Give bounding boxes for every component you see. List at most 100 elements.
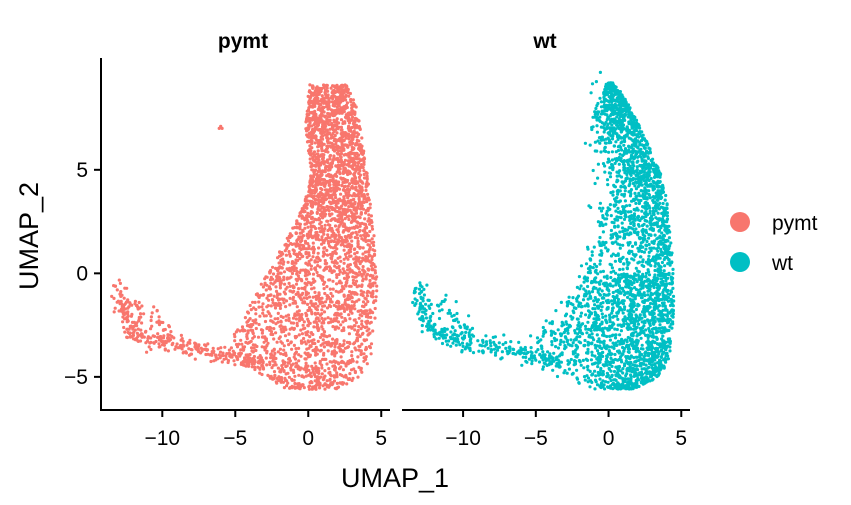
cell-point-pymt — [360, 319, 364, 323]
cell-point-pymt — [304, 293, 308, 297]
cell-point-pymt — [335, 338, 339, 342]
cell-point-pymt — [350, 136, 355, 141]
cell-point-pymt — [347, 217, 351, 222]
cell-point-pymt — [318, 359, 322, 363]
cell-point-wt — [666, 239, 670, 243]
cell-point-pymt — [345, 169, 349, 173]
cell-point-pymt — [294, 317, 298, 321]
cell-point-pymt — [287, 319, 291, 323]
cell-point-pymt — [334, 387, 338, 391]
cell-point-pymt — [320, 224, 324, 228]
cell-point-wt — [621, 229, 625, 234]
cell-point-wt — [647, 178, 651, 183]
cell-point-pymt — [359, 366, 363, 370]
cell-point-pymt — [320, 312, 324, 316]
cell-point-pymt — [227, 348, 231, 352]
cell-point-pymt — [120, 304, 124, 308]
cell-point-pymt — [304, 247, 308, 251]
cell-point-wt — [646, 156, 651, 160]
cell-point-pymt — [291, 362, 295, 366]
cell-point-pymt — [266, 310, 270, 314]
cell-point-pymt — [354, 321, 358, 325]
cell-point-pymt — [363, 195, 367, 199]
cell-point-wt — [600, 109, 604, 113]
cell-point-pymt — [339, 192, 343, 196]
cell-point-pymt — [317, 291, 321, 295]
cell-point-pymt — [140, 321, 144, 325]
cell-point-pymt — [362, 238, 366, 242]
cell-point-pymt — [359, 158, 363, 163]
cell-point-wt — [588, 385, 592, 389]
cell-point-pymt — [130, 320, 135, 324]
cell-point-pymt — [291, 290, 295, 294]
cell-point-pymt — [169, 330, 173, 334]
cell-point-pymt — [117, 278, 121, 282]
cell-point-pymt — [343, 106, 347, 110]
cell-point-wt — [621, 243, 625, 247]
cell-point-pymt — [315, 316, 319, 320]
cell-point-pymt — [355, 336, 359, 340]
cell-point-wt — [616, 323, 620, 327]
cell-point-pymt — [297, 359, 301, 363]
cell-point-pymt — [363, 270, 367, 274]
cell-point-pymt — [327, 123, 331, 127]
cell-point-pymt — [332, 84, 337, 88]
cell-point-pymt — [371, 274, 375, 278]
cell-point-pymt — [340, 107, 344, 111]
cell-point-wt — [654, 261, 658, 266]
cell-point-pymt — [238, 354, 242, 358]
cell-point-pymt — [240, 342, 244, 346]
cell-point-pymt — [112, 284, 116, 288]
cell-point-wt — [657, 304, 662, 308]
cell-point-pymt — [326, 115, 330, 119]
cell-point-pymt — [345, 276, 350, 280]
cell-point-pymt — [216, 347, 220, 351]
cell-point-pymt — [257, 295, 261, 300]
cell-point-wt — [610, 325, 614, 329]
cell-point-pymt — [320, 147, 324, 151]
cell-point-pymt — [340, 218, 344, 222]
cell-point-pymt — [343, 95, 348, 99]
cell-point-pymt — [235, 345, 240, 349]
cell-point-pymt — [212, 349, 216, 353]
cell-point-pymt — [339, 239, 343, 243]
cell-point-pymt — [316, 311, 320, 316]
cell-point-pymt — [280, 366, 285, 370]
cell-point-pymt — [358, 313, 362, 317]
cell-point-pymt — [118, 281, 122, 285]
cell-point-pymt — [347, 361, 351, 365]
cell-point-pymt — [317, 274, 321, 278]
cell-point-pymt — [334, 199, 338, 204]
cell-point-pymt — [149, 318, 153, 323]
cell-point-pymt — [335, 381, 339, 385]
cell-point-pymt — [325, 117, 329, 121]
cell-point-pymt — [288, 296, 292, 300]
cell-point-pymt — [342, 342, 346, 346]
cell-point-pymt — [140, 332, 144, 336]
cell-point-pymt — [334, 203, 338, 207]
cell-point-wt — [663, 264, 667, 268]
cell-point-pymt — [145, 350, 149, 354]
cell-point-pymt — [306, 324, 310, 328]
cell-point-pymt — [339, 312, 343, 316]
cell-point-wt — [622, 307, 627, 311]
cell-point-pymt — [354, 105, 358, 109]
cell-point-wt — [652, 246, 656, 250]
cell-point-pymt — [233, 363, 237, 367]
cell-point-pymt — [332, 139, 336, 143]
cell-point-pymt — [363, 250, 367, 254]
cell-point-pymt — [322, 304, 327, 308]
cell-point-pymt — [301, 246, 305, 250]
cell-point-pymt — [233, 335, 237, 339]
cell-point-pymt — [159, 334, 163, 339]
cell-point-pymt — [334, 209, 338, 213]
cell-point-pymt — [277, 375, 281, 379]
cell-point-pymt — [307, 214, 311, 218]
cell-point-wt — [651, 198, 655, 203]
cell-point-pymt — [119, 309, 124, 313]
cell-point-pymt — [297, 309, 301, 313]
cell-point-pymt — [310, 168, 314, 172]
cell-point-pymt — [346, 113, 350, 117]
cell-point-wt — [611, 387, 615, 391]
cell-point-pymt — [268, 376, 272, 380]
